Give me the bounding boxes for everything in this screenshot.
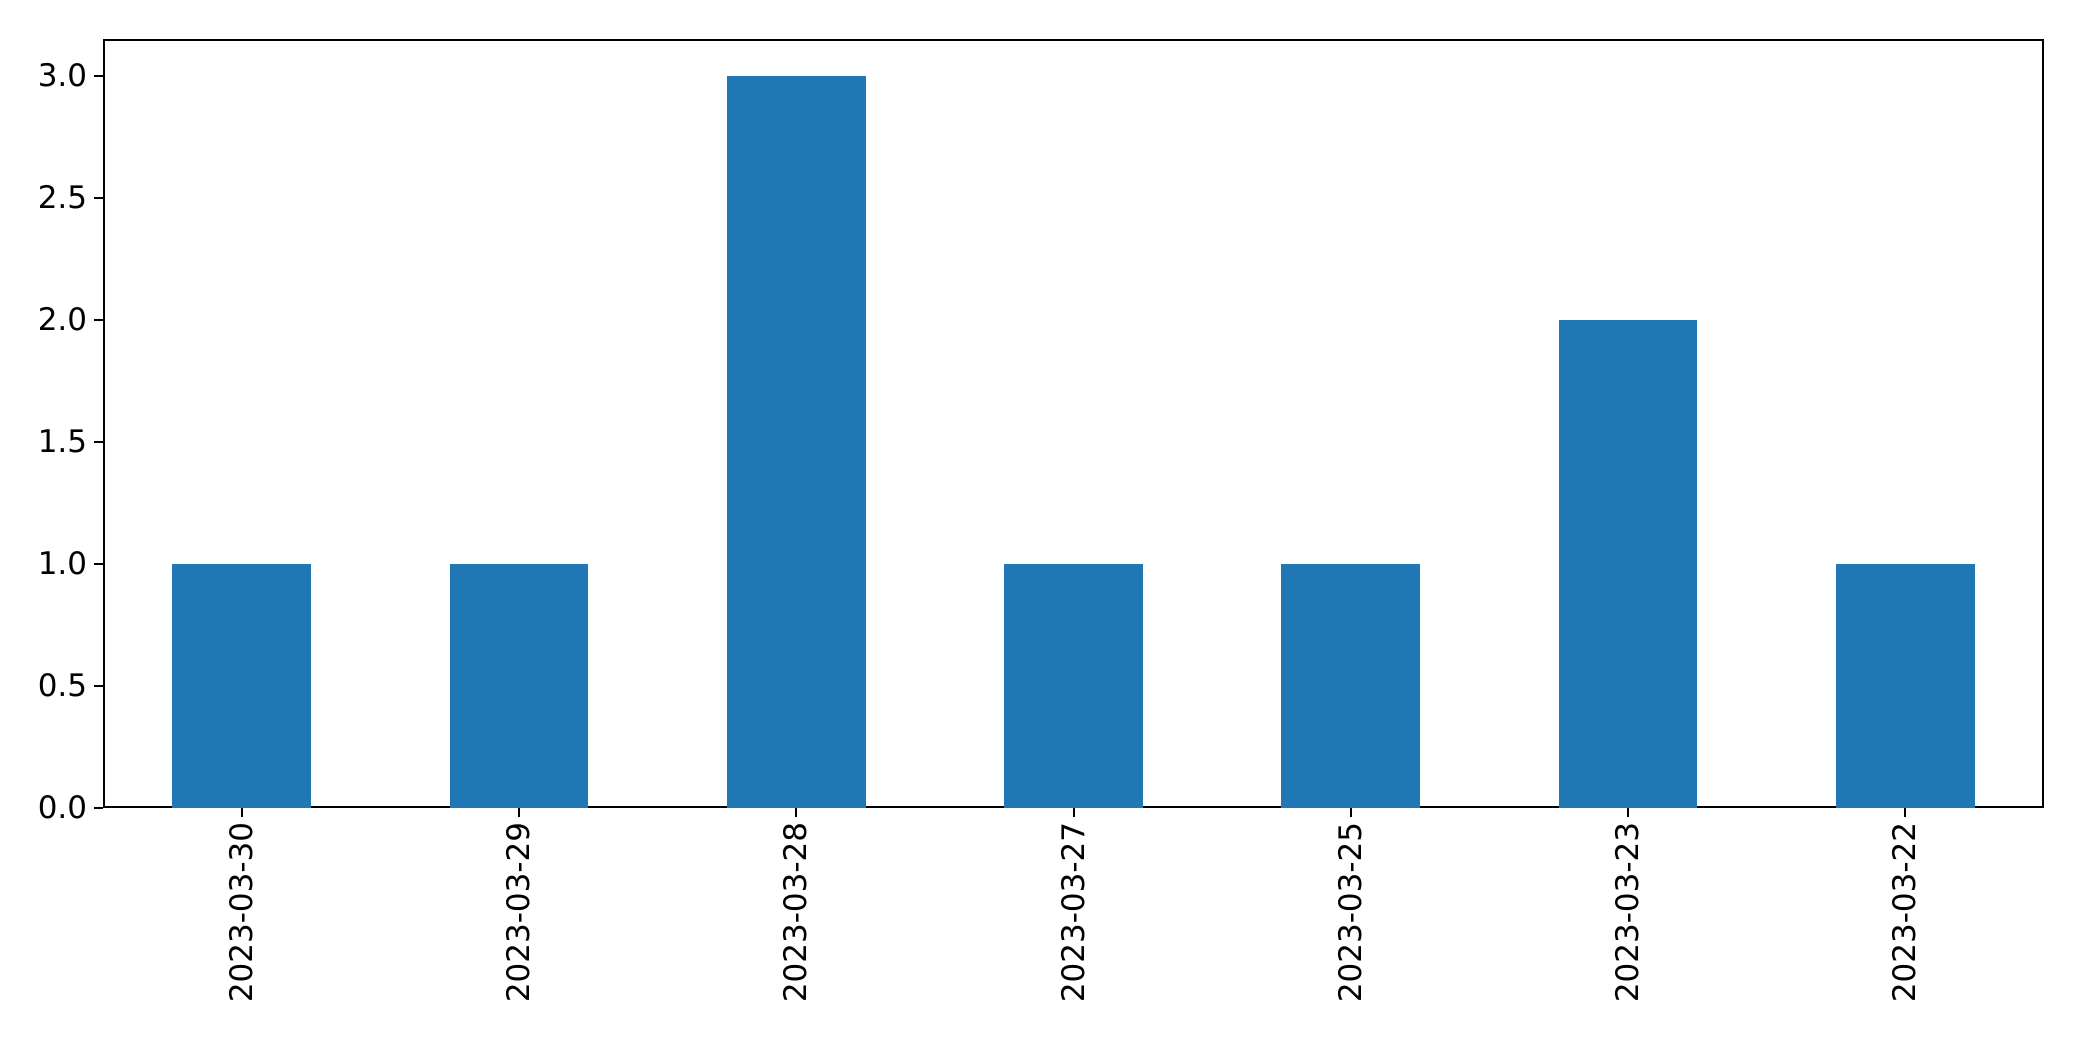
- y-tick-label: 1.5: [37, 423, 87, 460]
- y-tick-label: 0.5: [37, 667, 87, 704]
- x-tick-label: 2023-03-29: [500, 822, 537, 1003]
- bar: [1836, 563, 1975, 808]
- bar: [726, 75, 866, 808]
- x-tick: [1627, 808, 1630, 817]
- x-tick: [1072, 808, 1075, 817]
- y-tick-label: 0.0: [37, 790, 87, 826]
- y-tick-label: 2.5: [37, 179, 87, 216]
- y-tick: [94, 684, 103, 687]
- bar: [1004, 563, 1143, 808]
- x-tick: [795, 808, 798, 817]
- x-tick-label: 2023-03-25: [1332, 822, 1369, 1003]
- y-tick-label: 2.0: [37, 301, 87, 338]
- y-tick-label: 3.0: [37, 57, 87, 94]
- x-tick-label: 2023-03-27: [1055, 822, 1092, 1003]
- y-tick: [94, 440, 103, 443]
- bar: [449, 563, 589, 808]
- y-tick: [94, 74, 103, 77]
- x-tick-label: 2023-03-22: [1887, 822, 1924, 1003]
- x-tick: [240, 808, 243, 817]
- x-tick-label: 2023-03-23: [1610, 822, 1647, 1003]
- y-tick: [94, 196, 103, 199]
- bar: [1558, 319, 1698, 808]
- bar: [172, 563, 311, 808]
- x-tick: [1904, 808, 1907, 817]
- x-tick: [517, 808, 520, 817]
- y-tick-label: 1.0: [37, 545, 87, 582]
- x-tick: [1349, 808, 1352, 817]
- y-tick: [94, 807, 103, 809]
- bar: [1281, 563, 1421, 808]
- y-tick: [94, 562, 103, 565]
- y-tick: [94, 318, 103, 321]
- x-tick-label: 2023-03-30: [223, 822, 260, 1003]
- x-tick-label: 2023-03-28: [778, 822, 815, 1003]
